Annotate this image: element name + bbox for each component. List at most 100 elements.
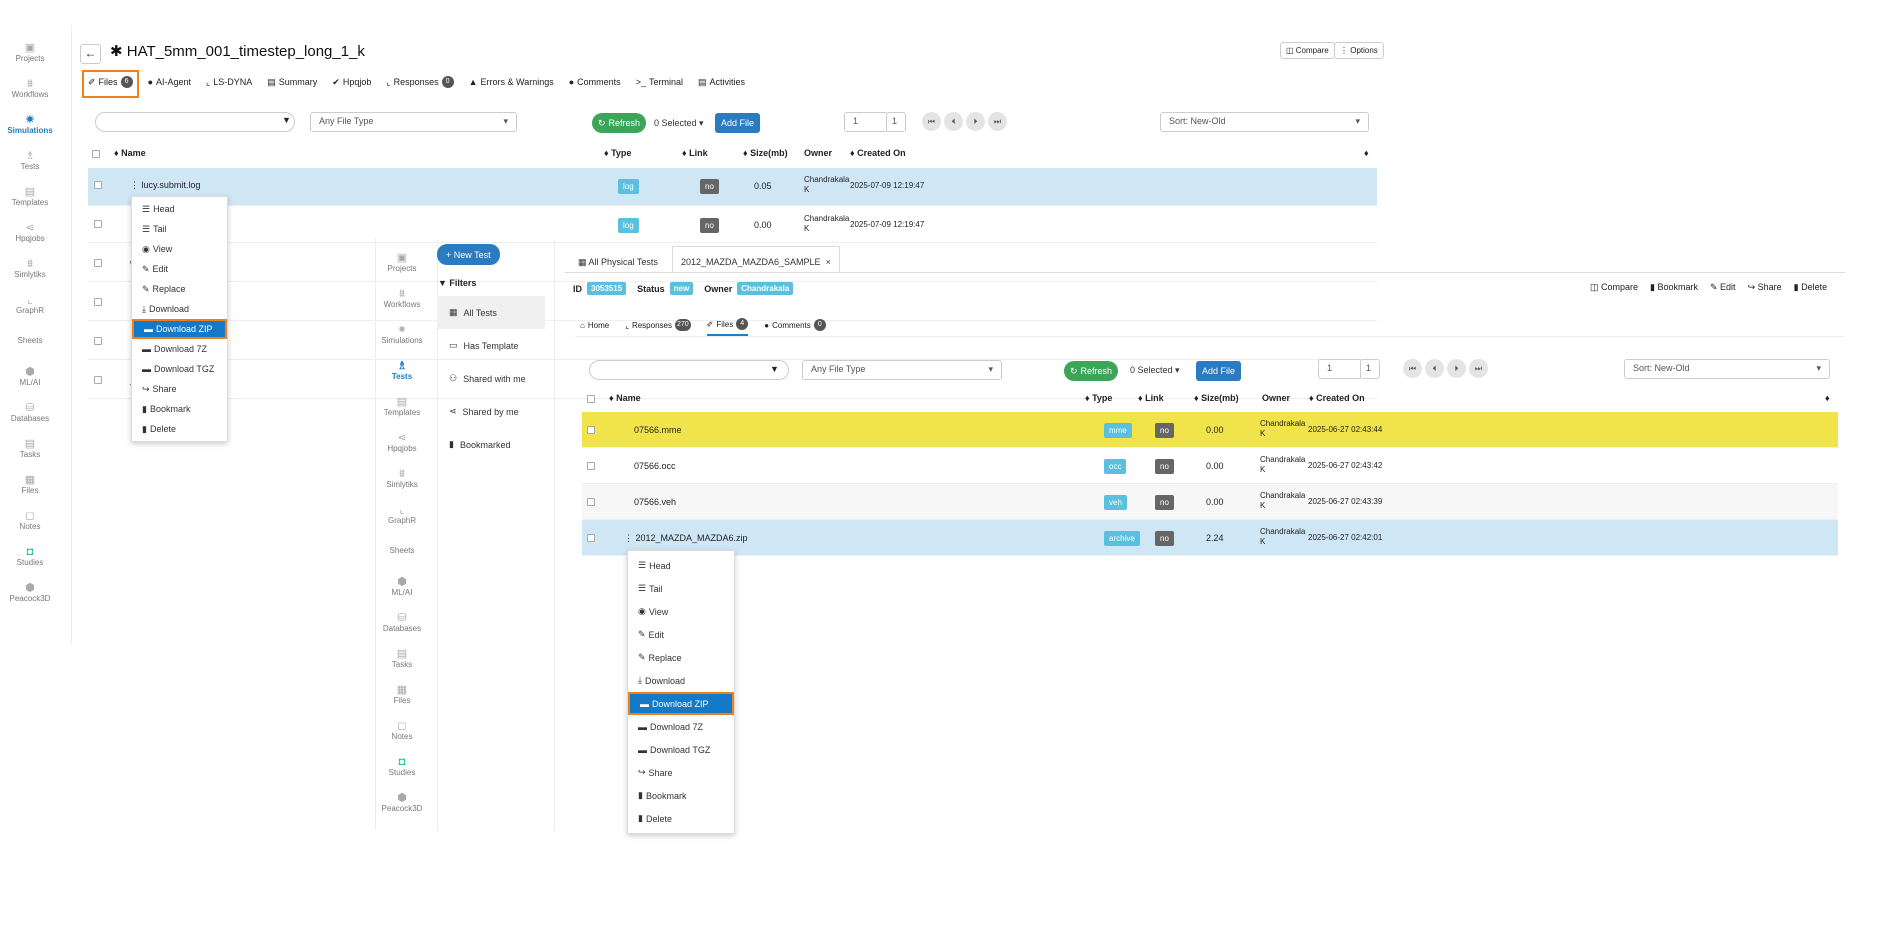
- header-size[interactable]: ♦ Size(mb): [1194, 393, 1239, 403]
- next-page-button[interactable]: ⏵: [1447, 359, 1466, 378]
- compare-button[interactable]: ◫ Compare: [1280, 42, 1335, 59]
- test-share-button[interactable]: ↪ Share: [1747, 282, 1782, 292]
- test-page-input[interactable]: 1: [1318, 359, 1362, 379]
- sim-page-input[interactable]: 1: [844, 112, 888, 132]
- test-selected-dropdown[interactable]: 0 Selected ▾: [1130, 365, 1180, 375]
- rail-item-workflows[interactable]: ⩩ Workflows: [0, 70, 60, 106]
- rail-item-simulations[interactable]: ✷ Simulations: [372, 316, 432, 352]
- sim-add-file-button[interactable]: Add File: [715, 113, 761, 133]
- menu-item-bookmark[interactable]: ▮ Bookmark: [132, 399, 227, 419]
- menu-item-bookmark[interactable]: ▮ Bookmark: [628, 784, 734, 807]
- close-tab-icon[interactable]: ×: [825, 257, 831, 267]
- menu-item-delete[interactable]: ▮ Delete: [628, 807, 734, 830]
- header-created[interactable]: ♦ Created On: [1309, 393, 1365, 403]
- subtab-files[interactable]: ✐ Files 4: [706, 318, 749, 336]
- rail-item-ml-ai[interactable]: ⬢ ML/AI: [0, 358, 60, 394]
- menu-item-download-tgz[interactable]: ▬ Download TGZ: [132, 359, 227, 379]
- header-size[interactable]: ♦ Size(mb): [743, 148, 788, 158]
- prev-page-button[interactable]: ⏴: [944, 112, 963, 131]
- rail-item-databases[interactable]: ⛁ Databases: [372, 604, 432, 640]
- test-delete-button[interactable]: ▮ Delete: [1793, 282, 1828, 292]
- rail-item-tests[interactable]: ♗ Tests: [372, 352, 432, 388]
- tab-terminal[interactable]: >_ Terminal: [636, 77, 683, 87]
- prev-page-button[interactable]: ⏴: [1425, 359, 1444, 378]
- row-checkbox[interactable]: [94, 220, 102, 228]
- test-bookmark-button[interactable]: ▮ Bookmark: [1650, 282, 1698, 292]
- rail-item-studies[interactable]: ◘ Studies: [0, 538, 60, 574]
- table-row[interactable]: ⋮ 2012_MAZDA_MAZDA6.zip archive no 2.24 Chan…: [582, 520, 1838, 556]
- header-settings[interactable]: ♦: [1825, 393, 1830, 403]
- row-checkbox[interactable]: [587, 462, 595, 470]
- table-row[interactable]: log no 0.00 Chandrakala K 2025-07-09 12:19:4…: [88, 207, 1377, 243]
- rail-item-sheets[interactable]: Sheets: [0, 322, 60, 358]
- row-checkbox[interactable]: [587, 498, 595, 506]
- rail-item-ml-ai[interactable]: ⬢ ML/AI: [372, 568, 432, 604]
- tab-ls-dyna[interactable]: ⌞ LS-DYNA: [206, 77, 252, 88]
- file-name[interactable]: ⋮ lucy.submit.log: [130, 180, 201, 190]
- rail-item-hpqjobs[interactable]: ⋖ Hpqjobs: [0, 214, 60, 250]
- last-page-button[interactable]: ⏭: [1469, 359, 1488, 378]
- sim-search-input[interactable]: [95, 112, 295, 132]
- sim-file-type-select[interactable]: Any File Type ▾: [310, 112, 517, 132]
- menu-item-tail[interactable]: ☰ Tail: [628, 577, 734, 600]
- row-checkbox[interactable]: [587, 534, 595, 542]
- test-file-type-select[interactable]: Any File Type ▾: [802, 360, 1002, 380]
- rail-item-files[interactable]: ▦ Files: [372, 676, 432, 712]
- file-name[interactable]: 07566.mme: [634, 425, 682, 435]
- sim-search-dropdown-icon[interactable]: ▼: [282, 115, 291, 125]
- rail-item-hpqjobs[interactable]: ⋖ Hpqjobs: [372, 424, 432, 460]
- tab-all-physical-tests[interactable]: ▦ All Physical Tests: [578, 257, 658, 267]
- subtab-comments[interactable]: ● Comments 0: [764, 318, 826, 336]
- filter-all-tests[interactable]: ▦ All Tests: [437, 296, 545, 329]
- rail-item-files[interactable]: ▦ Files: [0, 466, 60, 502]
- menu-item-download-7z[interactable]: ▬ Download 7Z: [132, 339, 227, 359]
- header-owner[interactable]: Owner: [1262, 393, 1291, 403]
- rail-item-notes[interactable]: ◻ Notes: [372, 712, 432, 748]
- new-test-button[interactable]: + New Test: [437, 244, 500, 265]
- last-page-button[interactable]: ⏭: [988, 112, 1007, 131]
- row-checkbox[interactable]: [587, 426, 595, 434]
- tab-mazda-sample[interactable]: 2012_MAZDA_MAZDA6_SAMPLE ×: [672, 246, 840, 273]
- header-name[interactable]: ♦ Name: [114, 148, 146, 158]
- row-checkbox[interactable]: [94, 337, 102, 345]
- test-search-input[interactable]: [589, 360, 789, 380]
- filter-shared-with-me[interactable]: ⚇ Shared with me: [437, 362, 545, 395]
- table-row[interactable]: [88, 285, 1377, 321]
- rail-item-templates[interactable]: ▤ Templates: [0, 178, 60, 214]
- rail-item-tests[interactable]: ♗ Tests: [0, 142, 60, 178]
- rail-item-graphr[interactable]: ⌞ GraphR: [372, 496, 432, 532]
- menu-item-edit[interactable]: ✎ Edit: [628, 623, 734, 646]
- tab-files[interactable]: ✐ Files 6: [88, 76, 133, 88]
- tab-comments[interactable]: ● Comments: [569, 77, 621, 87]
- tab-responses[interactable]: ⌞ Responses 0: [386, 76, 454, 88]
- first-page-button[interactable]: ⏮: [1403, 359, 1422, 378]
- tab-activities[interactable]: ▤ Activities: [698, 77, 745, 88]
- back-button[interactable]: ←: [80, 44, 101, 64]
- rail-item-projects[interactable]: ▣ Projects: [0, 34, 60, 70]
- sim-refresh-button[interactable]: ↻ Refresh: [592, 113, 647, 133]
- menu-item-view[interactable]: ◉ View: [132, 239, 227, 259]
- filter-bookmarked[interactable]: ▮ Bookmarked: [437, 428, 545, 461]
- rail-item-databases[interactable]: ⛁ Databases: [0, 394, 60, 430]
- test-compare-button[interactable]: ◫ Compare: [1590, 282, 1639, 292]
- rail-item-templates[interactable]: ▤ Templates: [372, 388, 432, 424]
- test-search-dropdown-icon[interactable]: ▼: [770, 364, 779, 374]
- rail-item-peacock3d[interactable]: ⬢ Peacock3D: [372, 784, 432, 820]
- rail-item-workflows[interactable]: ⩩ Workflows: [372, 280, 432, 316]
- menu-item-tail[interactable]: ☰ Tail: [132, 219, 227, 239]
- sim-sort-select[interactable]: Sort: New-Old ▾: [1160, 112, 1369, 132]
- rail-item-peacock3d[interactable]: ⬢ Peacock3D: [0, 574, 60, 610]
- select-all-checkbox[interactable]: [587, 395, 595, 403]
- header-link[interactable]: ♦ Link: [1138, 393, 1164, 403]
- filter-has-template[interactable]: ▭ Has Template: [437, 329, 545, 362]
- filter-shared-by-me[interactable]: ⋖ Shared by me: [437, 395, 545, 428]
- header-type[interactable]: ♦ Type: [1085, 393, 1113, 403]
- next-page-button[interactable]: ⏵: [966, 112, 985, 131]
- table-row[interactable]: 07566.occ occ no 0.00 Chandrakala K 2025-06-2…: [582, 448, 1838, 484]
- options-button[interactable]: ⋮ Options: [1334, 42, 1384, 59]
- menu-item-download-7z[interactable]: ▬ Download 7Z: [628, 715, 734, 738]
- menu-item-edit[interactable]: ✎ Edit: [132, 259, 227, 279]
- file-name[interactable]: ⋮ 2012_MAZDA_MAZDA6.zip: [624, 533, 748, 543]
- table-row[interactable]: [88, 324, 1377, 360]
